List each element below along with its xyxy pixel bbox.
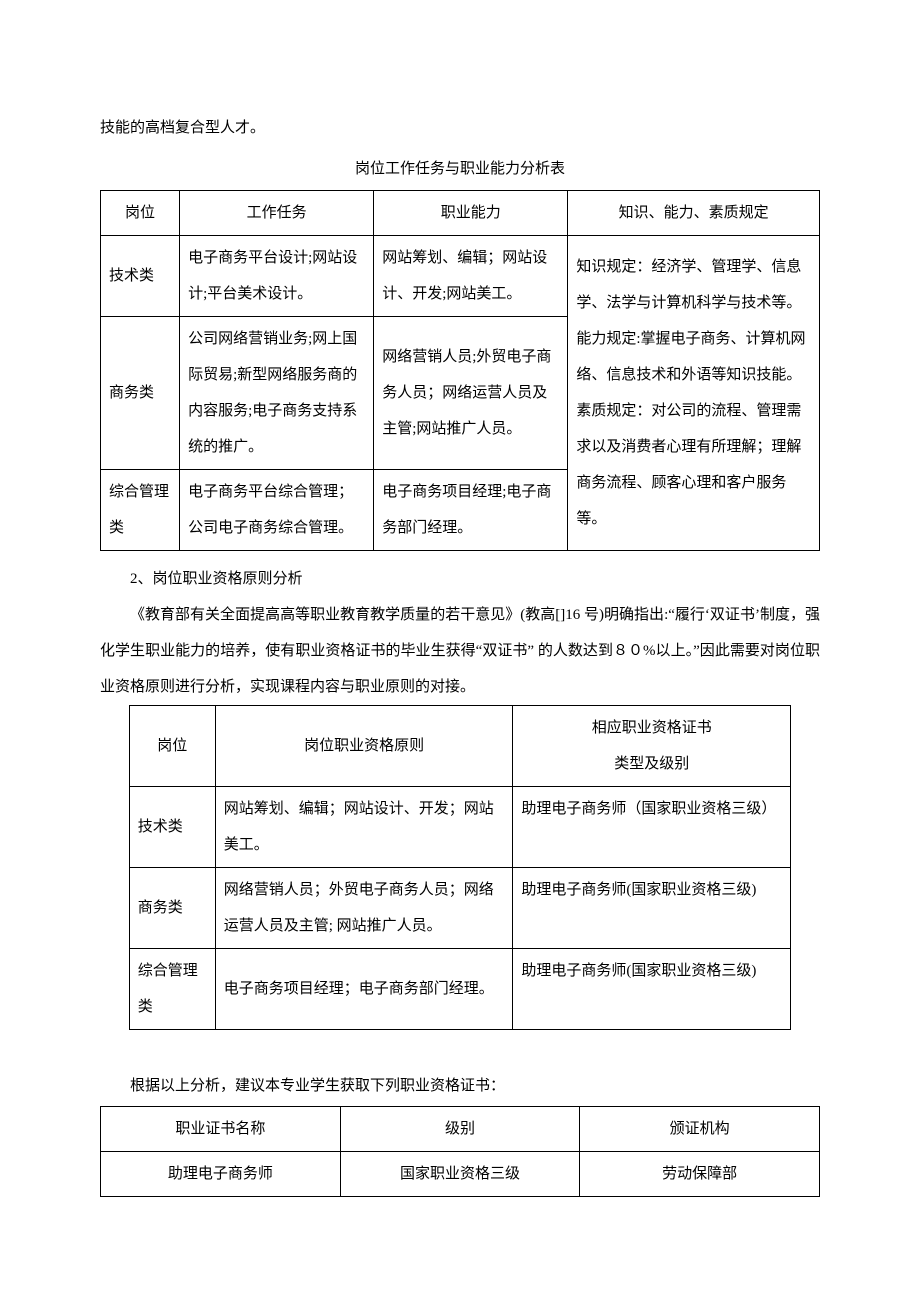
table-header-row: 岗位 岗位职业资格原则 相应职业资格证书 类型及级别 [129, 706, 790, 787]
cell-cert-authority: 劳动保障部 [580, 1152, 820, 1197]
table-row: 助理电子商务师 国家职业资格三级 劳动保障部 [101, 1152, 820, 1197]
table-a-caption: 岗位工作任务与职业能力分析表 [100, 154, 820, 184]
cell-cert: 助理电子商务师(国家职业资格三级) [513, 949, 791, 1030]
table-header-row: 岗位 工作任务 职业能力 知识、能力、素质规定 [101, 191, 820, 236]
cell-ability: 网络营销人员;外贸电子商务人员；网络运营人员及主管;网站推广人员。 [374, 317, 568, 470]
cell-position: 技术类 [129, 787, 215, 868]
cell-cert-name: 助理电子商务师 [101, 1152, 341, 1197]
header-knowledge: 知识、能力、素质规定 [568, 191, 820, 236]
header-cert-level: 级别 [340, 1107, 580, 1152]
cell-task: 电子商务平台综合管理；公司电子商务综合管理。 [180, 470, 374, 551]
cell-task: 公司网络营销业务;网上国际贸易;新型网络服务商的内容服务;电子商务支持系统的推广… [180, 317, 374, 470]
conclusion-text: 根据以上分析，建议本专业学生获取下列职业资格证书： [100, 1068, 820, 1104]
cell-cert: 助理电子商务师(国家职业资格三级) [513, 868, 791, 949]
header-cert-authority: 颁证机构 [580, 1107, 820, 1152]
cell-position: 综合管理类 [129, 949, 215, 1030]
header-cert-name: 职业证书名称 [101, 1107, 341, 1152]
header-position: 岗位 [101, 191, 180, 236]
cell-position: 商务类 [101, 317, 180, 470]
certificate-table: 职业证书名称 级别 颁证机构 助理电子商务师 国家职业资格三级 劳动保障部 [100, 1106, 820, 1197]
table-row: 综合管理类 电子商务项目经理；电子商务部门经理。 助理电子商务师(国家职业资格三… [129, 949, 790, 1030]
cell-principle: 电子商务项目经理；电子商务部门经理。 [215, 949, 513, 1030]
header-ability: 职业能力 [374, 191, 568, 236]
cell-position: 技术类 [101, 236, 180, 317]
table-row: 技术类 网站筹划、编辑；网站设计、开发；网站美工。 助理电子商务师（国家职业资格… [129, 787, 790, 868]
header-principle: 岗位职业资格原则 [215, 706, 513, 787]
cell-principle: 网络营销人员；外贸电子商务人员；网络运营人员及主管; 网站推广人员。 [215, 868, 513, 949]
header-position: 岗位 [129, 706, 215, 787]
cell-task: 电子商务平台设计;网站设计;平台美术设计。 [180, 236, 374, 317]
intro-text: 技能的高档复合型人才。 [100, 110, 820, 146]
section2-heading: 2、岗位职业资格原则分析 [130, 561, 820, 597]
job-ability-analysis-table: 岗位 工作任务 职业能力 知识、能力、素质规定 技术类 电子商务平台设计;网站设… [100, 190, 820, 551]
qualification-principle-table: 岗位 岗位职业资格原则 相应职业资格证书 类型及级别 技术类 网站筹划、编辑；网… [129, 705, 791, 1030]
cell-knowledge-merged: 知识规定：经济学、管理学、信息学、法学与计算机科学与技术等。 能力规定:掌握电子… [568, 236, 820, 551]
table-row: 商务类 网络营销人员；外贸电子商务人员；网络运营人员及主管; 网站推广人员。 助… [129, 868, 790, 949]
header-task: 工作任务 [180, 191, 374, 236]
cell-principle: 网站筹划、编辑；网站设计、开发；网站美工。 [215, 787, 513, 868]
header-cert: 相应职业资格证书 类型及级别 [513, 706, 791, 787]
cell-cert: 助理电子商务师（国家职业资格三级） [513, 787, 791, 868]
cell-ability: 电子商务项目经理;电子商务部门经理。 [374, 470, 568, 551]
cell-ability: 网站筹划、编辑；网站设计、开发;网站美工。 [374, 236, 568, 317]
cell-cert-level: 国家职业资格三级 [340, 1152, 580, 1197]
section2-paragraph: 《教育部有关全面提高高等职业教育教学质量的若干意见》(教高[]16 号)明确指出… [100, 597, 820, 705]
table-header-row: 职业证书名称 级别 颁证机构 [101, 1107, 820, 1152]
cell-position: 商务类 [129, 868, 215, 949]
cell-position: 综合管理类 [101, 470, 180, 551]
table-row: 技术类 电子商务平台设计;网站设计;平台美术设计。 网站筹划、编辑；网站设计、开… [101, 236, 820, 317]
